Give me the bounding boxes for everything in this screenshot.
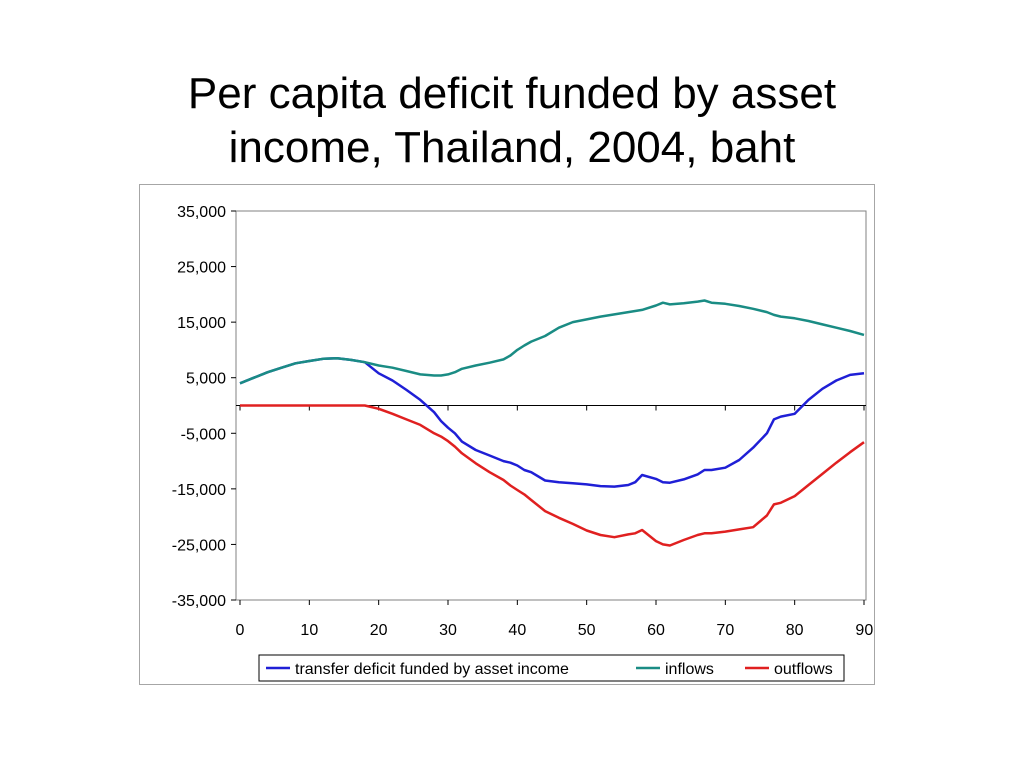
slide-title-line-1: Per capita deficit funded by asset <box>187 69 837 119</box>
y-tick-label: 25,000 <box>177 260 226 277</box>
series-line-1 <box>239 299 865 385</box>
x-tick-label: 90+ <box>855 622 874 639</box>
x-tick-label: 80 <box>786 622 804 639</box>
y-tick-label: -25,000 <box>172 537 226 554</box>
x-tick-label: 10 <box>300 622 318 639</box>
x-tick-label: 50 <box>578 622 596 639</box>
y-tick-label: 35,000 <box>177 204 226 221</box>
legend-label-2: outflows <box>774 661 833 678</box>
y-tick-label: 5,000 <box>186 371 226 388</box>
x-tick-label: 60 <box>647 622 665 639</box>
x-tick-label: 40 <box>508 622 526 639</box>
legend: transfer deficit funded by asset income i… <box>258 654 845 682</box>
y-axis: 35,000 25,000 15,000 5,000 -5,000 -15,000 -25,… <box>172 204 236 610</box>
series-lines <box>239 299 865 547</box>
slide-title: Per capita deficit funded by asset incom… <box>0 67 1024 175</box>
legend-label-1: inflows <box>665 661 714 678</box>
y-tick-label: 15,000 <box>177 315 226 332</box>
line-chart: 35,000 25,000 15,000 5,000 -5,000 -15,000 -25,… <box>172 204 874 682</box>
slide-title-line-2: income, Thailand, 2004, baht <box>228 123 796 173</box>
y-tick-label: -35,000 <box>172 593 226 610</box>
series-line-2 <box>240 404 865 547</box>
y-tick-label: -5,000 <box>181 426 226 443</box>
legend-label-0: transfer deficit funded by asset income <box>295 661 569 678</box>
x-tick-label: 20 <box>370 622 388 639</box>
x-axis: 0 10 20 30 40 50 60 70 80 90+ <box>236 405 874 639</box>
y-tick-label: -15,000 <box>172 482 226 499</box>
chart-frame: 35,000 25,000 15,000 5,000 -5,000 -15,000 -25,… <box>139 184 875 685</box>
x-tick-label: 0 <box>236 622 245 639</box>
x-tick-label: 30 <box>439 622 457 639</box>
x-tick-label: 70 <box>716 622 734 639</box>
